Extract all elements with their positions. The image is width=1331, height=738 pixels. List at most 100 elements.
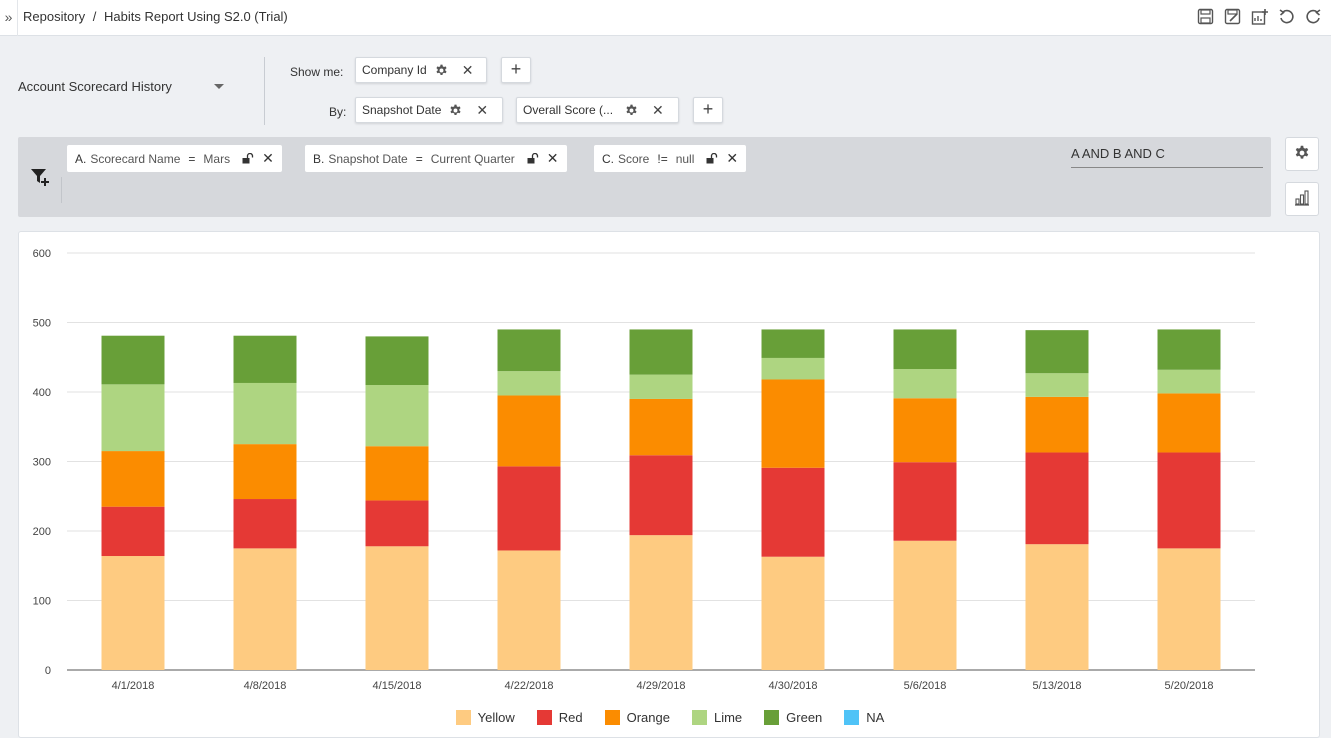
legend-item[interactable]: Red [536,710,583,725]
filter-bar: A. Scorecard Name = Mars ✕ B. Snapshot D… [18,137,1271,217]
bar-segment[interactable] [1025,373,1089,397]
bar-segment[interactable] [497,329,561,372]
bar-segment[interactable] [629,329,693,375]
bar-segment[interactable] [893,329,957,370]
filter-pill-b[interactable]: B. Snapshot Date = Current Quarter ✕ [305,145,567,172]
bar-segment[interactable] [497,550,561,670]
settings-button[interactable] [1285,137,1319,171]
close-icon[interactable]: ✕ [546,150,559,166]
gear-icon[interactable] [435,64,448,77]
breadcrumb-root[interactable]: Repository [23,9,86,24]
save-icon[interactable] [1196,7,1215,26]
bar-segment[interactable] [497,395,561,467]
add-to-dashboard-icon[interactable] [1250,7,1269,26]
bar-segment[interactable] [893,462,957,541]
bar-segment[interactable] [365,546,429,670]
bar-segment[interactable] [1025,452,1089,545]
filter-pill-c[interactable]: C. Score != null ✕ [594,145,747,172]
bar-segment[interactable] [761,467,825,557]
bar-segment[interactable] [761,379,825,468]
bar-segment[interactable] [761,556,825,670]
bar-segment[interactable] [629,374,693,399]
close-icon[interactable]: ✕ [476,102,489,118]
bar-segment[interactable] [761,357,825,380]
filter-field: Snapshot Date [328,151,408,166]
close-icon[interactable]: ✕ [461,62,474,78]
legend-item[interactable]: NA [844,710,884,725]
show-me-field-pill[interactable]: Company Id ✕ [355,57,487,83]
unlock-icon[interactable] [527,153,539,164]
bar-segment[interactable] [365,446,429,501]
filter-logic-input[interactable]: A AND B AND C [1071,146,1263,168]
legend-swatch [455,710,471,725]
bar-segment[interactable] [893,369,957,399]
add-by-button[interactable]: + [693,97,723,123]
bar-segment[interactable] [365,500,429,547]
close-icon[interactable]: ✕ [262,150,274,166]
by-label: By: [329,105,347,119]
bar-segment[interactable] [761,329,825,358]
bar-segment[interactable] [365,336,429,386]
bar-segment[interactable] [629,398,693,456]
filter-operator: != [657,151,668,166]
bar-segment[interactable] [101,556,165,670]
chevron-down-icon[interactable] [214,84,224,89]
bar-segment[interactable] [233,335,297,383]
close-icon[interactable]: ✕ [652,102,664,118]
unlock-icon[interactable] [242,153,254,164]
legend-swatch [536,710,552,725]
save-as-icon[interactable] [1223,7,1242,26]
legend-item[interactable]: Green [764,710,822,725]
bar-segment[interactable] [233,444,297,500]
y-tick-label: 500 [33,318,51,330]
chart-type-button[interactable] [1285,182,1319,216]
legend-item[interactable]: Lime [691,710,742,725]
bar-segment[interactable] [893,398,957,463]
bar-segment[interactable] [1157,452,1221,549]
add-filter-icon[interactable] [30,167,50,187]
filter-field: Score [618,151,650,166]
report-name-select[interactable]: Account Scorecard History [18,79,172,94]
legend-item[interactable]: Yellow [455,710,515,725]
bar-segment[interactable] [1025,544,1089,670]
bar-segment[interactable] [233,499,297,549]
add-show-me-button[interactable]: + [501,57,531,83]
bar-segment[interactable] [629,455,693,536]
bar-segment[interactable] [233,382,297,445]
legend-item[interactable]: Orange [604,710,670,725]
filter-pill-a[interactable]: A. Scorecard Name = Mars ✕ [67,145,282,172]
refresh-icon[interactable] [1304,7,1323,26]
x-tick-label: 5/20/2018 [1165,680,1214,692]
y-tick-label: 100 [33,596,51,608]
bar-segment[interactable] [1025,330,1089,374]
bar-segment[interactable] [101,335,165,385]
y-tick-label: 300 [33,457,51,469]
bar-segment[interactable] [893,540,957,670]
x-tick-label: 5/6/2018 [904,680,947,692]
bar-segment[interactable] [1157,548,1221,670]
gear-icon[interactable] [625,104,638,117]
bar-segment[interactable] [497,466,561,551]
undo-icon[interactable] [1277,7,1296,26]
bar-segment[interactable] [1157,393,1221,453]
toolbar [1196,7,1323,26]
bar-segment[interactable] [233,548,297,670]
bar-segment[interactable] [1025,396,1089,453]
filter-id: B. [313,151,325,166]
bar-segment[interactable] [1157,329,1221,370]
bar-segment[interactable] [365,385,429,447]
close-icon[interactable]: ✕ [726,150,739,166]
by-field-pill[interactable]: Overall Score (... ✕ [516,97,679,123]
stacked-bar-chart: 0 100 200 300 400 500 600 4/1/2018 4/8/2018 4/15/… [33,248,1255,692]
bar-segment[interactable] [101,506,165,557]
unlock-icon[interactable] [706,153,718,164]
bar-segment[interactable] [497,371,561,396]
bar-segment[interactable] [101,384,165,452]
bar-segment[interactable] [101,451,165,507]
gear-icon[interactable] [449,104,462,117]
expand-sidebar-icon[interactable]: » [0,0,18,36]
by-field-pill[interactable]: Snapshot Date ✕ [355,97,503,123]
bar-segment[interactable] [629,535,693,670]
bar-segment[interactable] [1157,369,1221,394]
x-tick-label: 4/29/2018 [637,680,686,692]
